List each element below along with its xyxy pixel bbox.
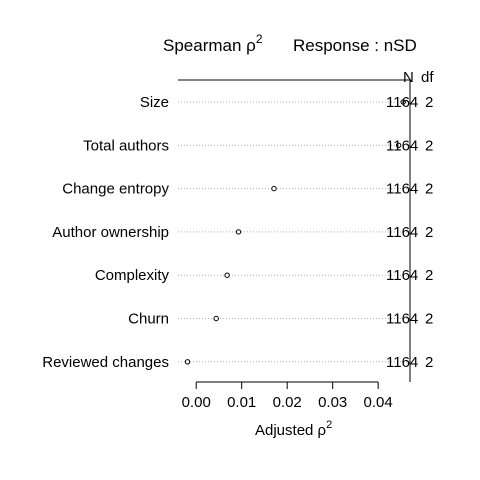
x-axis-label: Adjusted ρ2 (255, 419, 332, 439)
data-point (214, 316, 218, 320)
row-df-value: 2 (425, 311, 433, 328)
row-n-value: 1164 (386, 354, 418, 371)
row-df-value: 2 (425, 181, 433, 198)
row-n-value: 1164 (386, 137, 418, 154)
data-point (225, 273, 229, 277)
x-tick-label: 0.01 (227, 394, 256, 411)
row-label: Complexity (95, 267, 170, 284)
row-label: Total authors (83, 137, 169, 154)
row-df-value: 2 (425, 354, 433, 371)
x-tick-label: 0.00 (182, 394, 211, 411)
row-label: Change entropy (62, 181, 169, 198)
chart-title-right: Response : nSD (293, 36, 417, 55)
row-df-value: 2 (425, 94, 433, 111)
chart-title-left: Spearman ρ2 (163, 32, 263, 55)
data-point (236, 230, 240, 234)
row-n-value: 1164 (386, 267, 418, 284)
row-label: Reviewed changes (42, 354, 169, 371)
row-label: Size (140, 94, 169, 111)
x-tick-label: 0.02 (273, 394, 302, 411)
chart-title-left-superscript: 2 (256, 32, 263, 46)
x-tick-label: 0.04 (364, 394, 393, 411)
column-header-n: N (403, 69, 414, 86)
x-axis-label-superscript: 2 (326, 419, 332, 431)
data-point (185, 360, 189, 364)
row-n-value: 1164 (386, 94, 418, 111)
row-label: Churn (128, 311, 169, 328)
row-label: Author ownership (52, 224, 169, 241)
data-point (272, 186, 276, 190)
row-n-value: 1164 (386, 181, 418, 198)
row-n-value: 1164 (386, 311, 418, 328)
x-tick-label: 0.03 (318, 394, 347, 411)
row-df-value: 2 (425, 224, 433, 241)
row-df-value: 2 (425, 137, 433, 154)
column-header-df: df (421, 69, 434, 86)
row-df-value: 2 (425, 267, 433, 284)
row-n-value: 1164 (386, 224, 418, 241)
